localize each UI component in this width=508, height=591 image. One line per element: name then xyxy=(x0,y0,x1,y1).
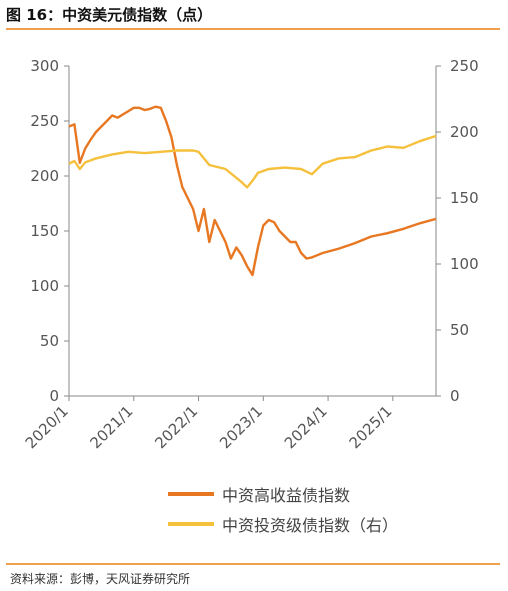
left-tick-label: 50 xyxy=(40,332,59,350)
left-tick-label: 150 xyxy=(30,222,59,240)
left-tick-label: 200 xyxy=(30,167,59,185)
left-tick-label: 300 xyxy=(30,57,59,75)
legend-item-high-yield: 中资高收益债指数 xyxy=(168,482,350,506)
right-tick-label: 250 xyxy=(450,57,479,75)
x-tick-label: 2024/1 xyxy=(281,402,331,452)
right-tick-label: 0 xyxy=(450,387,460,405)
x-tick-label: 2025/1 xyxy=(346,402,396,452)
right-tick-label: 100 xyxy=(450,255,479,273)
legend-swatch-investment-grade xyxy=(168,522,214,526)
right-tick-label: 200 xyxy=(450,123,479,141)
left-tick-label: 100 xyxy=(30,277,59,295)
series-line-high-yield xyxy=(68,105,437,277)
left-tick-label: 0 xyxy=(49,387,59,405)
left-tick-label: 250 xyxy=(30,112,59,130)
right-tick-label: 50 xyxy=(450,321,469,339)
line-chart: 0 50 100 150 200 250 300 0 50 100 150 200 250 2020/1 2… xyxy=(22,57,479,452)
legend-swatch-high-yield xyxy=(168,492,214,496)
right-tick-label: 150 xyxy=(450,189,479,207)
x-tick-label: 2021/1 xyxy=(87,402,137,452)
legend-label-high-yield: 中资高收益债指数 xyxy=(222,486,351,505)
x-tick-label: 2023/1 xyxy=(216,402,266,452)
series-line-investment-grade xyxy=(68,134,437,189)
source-note: 资料来源：彭博，天风证券研究所 xyxy=(10,572,191,586)
figure-title: 图 16：中资美元债指数（点） xyxy=(6,6,213,24)
top-rule xyxy=(6,28,500,30)
x-tick-label: 2022/1 xyxy=(151,402,201,452)
legend-label-investment-grade: 中资投资级债指数（右） xyxy=(222,516,399,535)
bottom-rule xyxy=(6,563,500,565)
legend-item-investment-grade: 中资投资级债指数（右） xyxy=(168,512,398,536)
x-tick-label: 2020/1 xyxy=(22,402,72,452)
